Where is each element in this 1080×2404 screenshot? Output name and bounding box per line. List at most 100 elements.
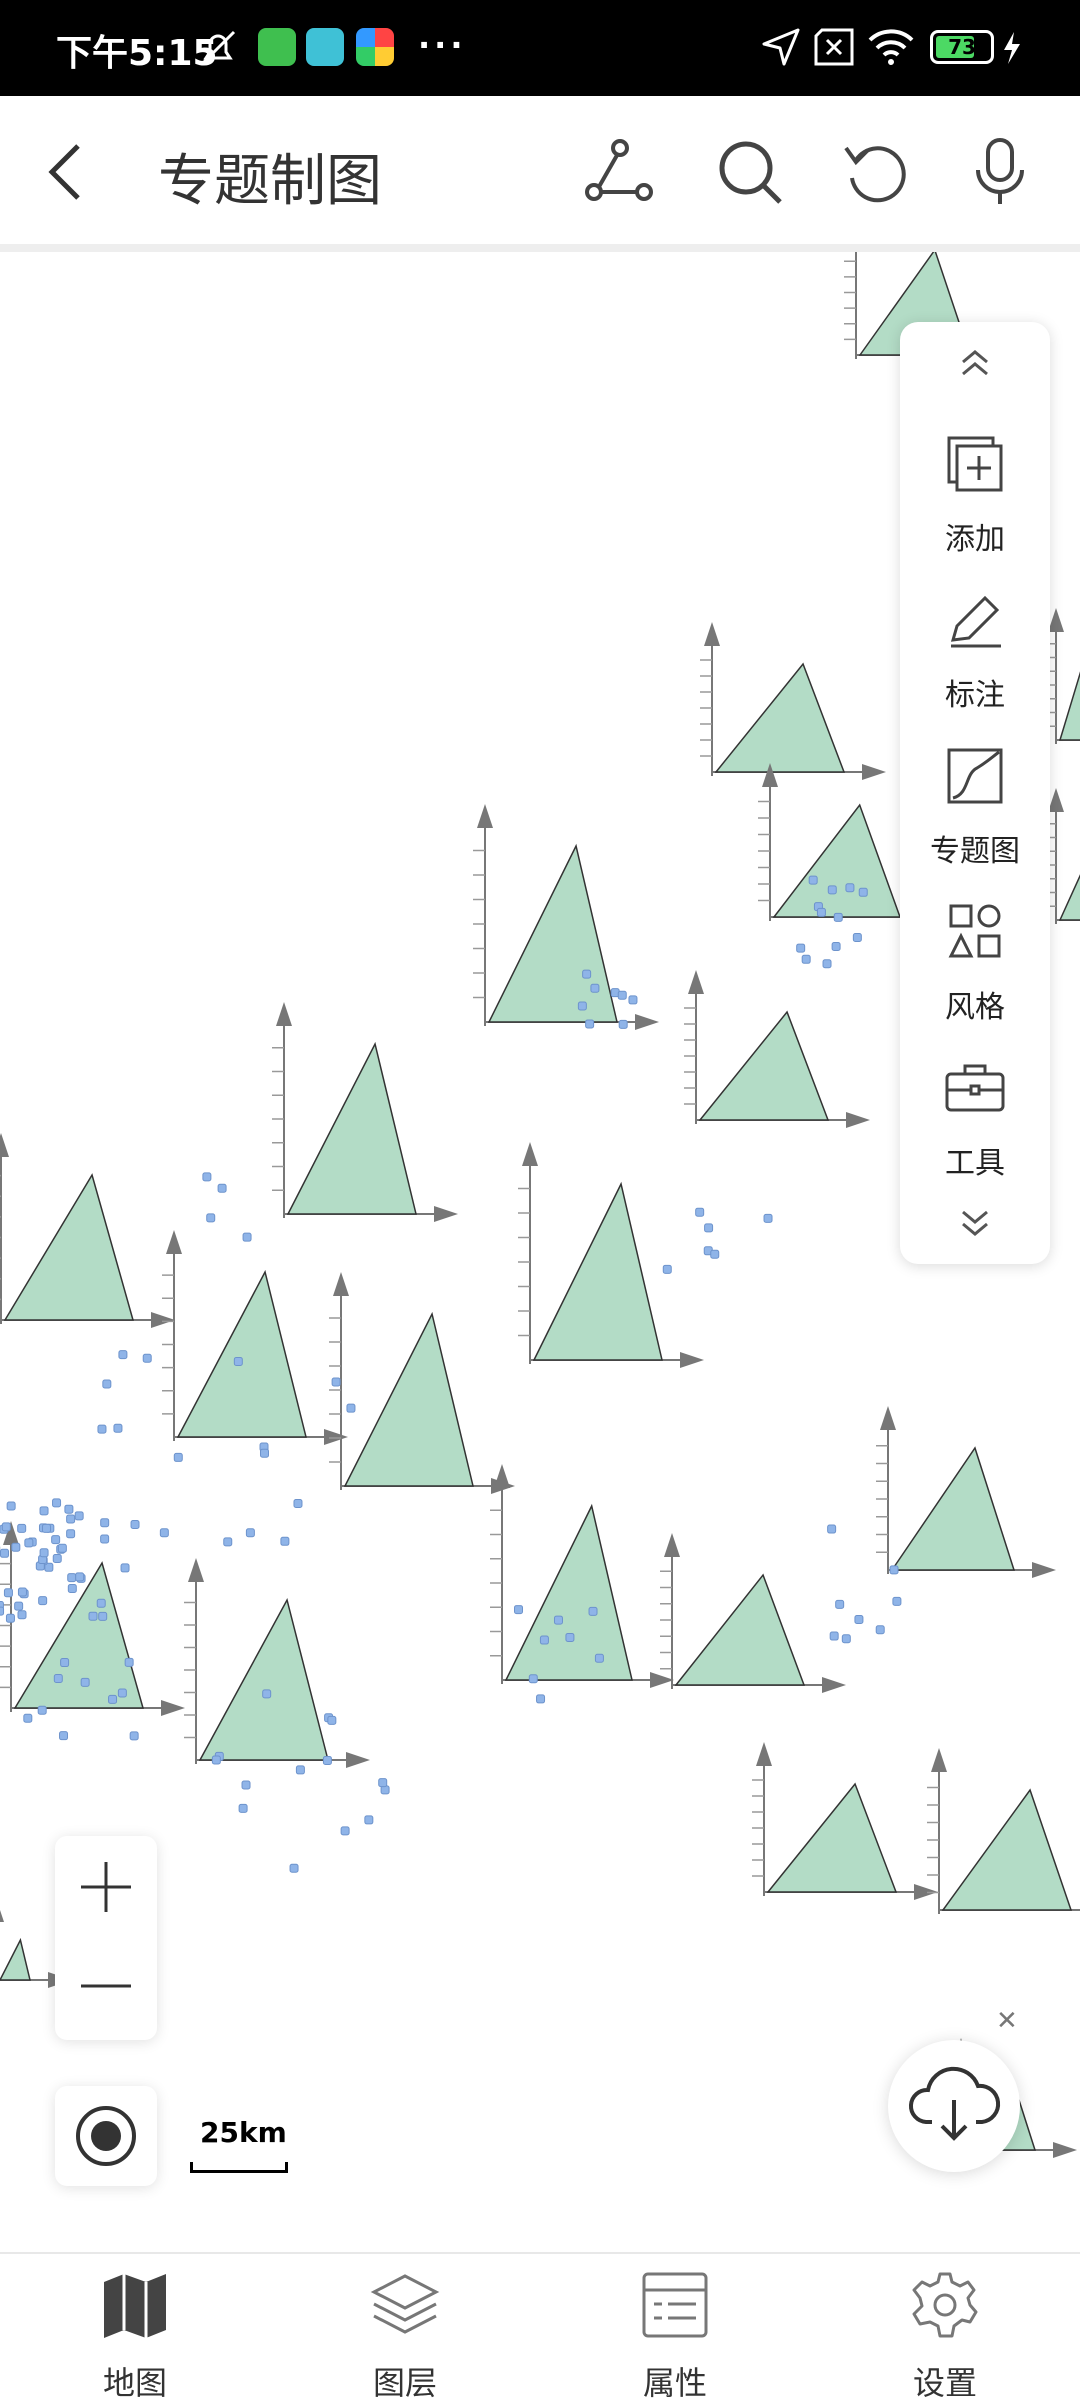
battery-icon: 73 — [930, 30, 994, 64]
nav-layers-label: 图层 — [372, 2364, 437, 2402]
map-point — [118, 1350, 128, 1360]
map-point — [67, 1583, 77, 1593]
map-point — [80, 1677, 90, 1687]
tool-style[interactable]: 风格 — [900, 900, 1050, 1050]
map-point — [829, 1631, 839, 1641]
map-point — [142, 1353, 152, 1363]
map-point — [130, 1520, 140, 1530]
charging-icon — [1000, 30, 1024, 70]
map-point — [1, 1522, 11, 1532]
map-point — [858, 887, 868, 897]
map-point — [67, 1573, 77, 1583]
map-point — [52, 1553, 62, 1563]
microphone-icon[interactable] — [962, 134, 1038, 210]
map-point — [75, 1572, 85, 1582]
map-point — [202, 1172, 212, 1182]
gear-icon — [912, 2272, 978, 2338]
map-point — [113, 1423, 123, 1433]
map-point — [102, 1379, 112, 1389]
shapes-icon — [948, 904, 1001, 958]
map-icon — [104, 2274, 166, 2338]
map-point — [0, 1606, 5, 1616]
tool-tools[interactable]: 工具 — [900, 1056, 1050, 1206]
tool-annotate[interactable]: 标注 — [900, 588, 1050, 738]
map-point — [17, 1610, 27, 1620]
layers-icon — [370, 2274, 440, 2334]
nav-map-label: 地图 — [102, 2364, 167, 2402]
map-point — [816, 907, 826, 917]
cloud-download-icon — [909, 2066, 1001, 2141]
map-point — [223, 1537, 233, 1547]
cloud-download-button[interactable] — [888, 2040, 1020, 2172]
tool-add-label: 添加 — [945, 522, 1005, 557]
map-point — [796, 943, 806, 953]
measure-line-icon[interactable] — [582, 134, 658, 210]
map-point — [594, 1653, 604, 1663]
map-point — [831, 941, 841, 951]
map-point — [808, 875, 818, 885]
map-point — [53, 1674, 63, 1684]
nav-settings[interactable]: 设置 — [810, 2254, 1080, 2402]
map-point — [98, 1611, 108, 1621]
map-point — [763, 1213, 773, 1223]
map-point — [242, 1232, 252, 1242]
map-point — [37, 1705, 47, 1715]
map-point — [378, 1778, 388, 1788]
location-icon — [760, 26, 802, 72]
map-point — [801, 954, 811, 964]
map-point — [514, 1605, 524, 1615]
map-point — [628, 995, 638, 1005]
mute-alarm-icon — [196, 26, 240, 74]
map-point — [0, 1548, 9, 1558]
chevron-up-icon[interactable] — [953, 342, 997, 386]
map-point — [835, 1599, 845, 1609]
locate-button[interactable] — [55, 2086, 157, 2186]
pen-icon — [950, 595, 1001, 648]
map-point — [289, 1863, 299, 1873]
map-point — [822, 959, 832, 969]
map-point — [585, 1019, 595, 1029]
map-point — [582, 969, 592, 979]
map-point — [854, 1615, 864, 1625]
thematic-map-icon — [947, 748, 1003, 804]
chart-symbol — [0, 1521, 185, 1716]
chevron-down-icon[interactable] — [953, 1200, 997, 1244]
map-point — [66, 1529, 76, 1539]
tool-add[interactable]: 添加 — [900, 432, 1050, 582]
chart-symbol — [927, 1748, 1080, 1914]
map-point — [327, 1715, 337, 1725]
zoom-in-button[interactable] — [55, 1836, 157, 1938]
map-point — [57, 1543, 67, 1553]
zoom-out-button[interactable] — [55, 1938, 157, 2040]
close-icon[interactable]: ✕ — [996, 2006, 1018, 2036]
nav-layers[interactable]: 图层 — [270, 2254, 540, 2402]
map-point — [241, 1780, 251, 1790]
undo-icon[interactable] — [838, 134, 914, 210]
map-point — [66, 1514, 76, 1524]
map-point — [553, 1615, 563, 1625]
map-point — [88, 1611, 98, 1621]
nav-map[interactable]: 地图 — [0, 2254, 270, 2402]
nav-attributes[interactable]: 属性 — [540, 2254, 810, 2402]
map-point — [590, 983, 600, 993]
map-point — [39, 1548, 49, 1558]
status-bar: 下午5:15 ··· 73 — [0, 0, 1080, 96]
map-point — [60, 1658, 70, 1668]
bottom-nav: 地图 图层 属性 设置 — [0, 2252, 1080, 2402]
tool-thematic-map[interactable]: 专题图 — [900, 744, 1050, 894]
map-point — [41, 1523, 51, 1533]
map-point — [331, 1377, 341, 1387]
chart-symbol — [660, 1533, 846, 1693]
zoom-controls — [55, 1836, 157, 2040]
map-point — [710, 1249, 720, 1259]
map-point — [217, 1183, 227, 1193]
map-point — [64, 1504, 74, 1514]
wechat-app-icon — [258, 28, 296, 66]
search-icon[interactable] — [712, 134, 788, 210]
back-arrow-icon[interactable] — [30, 134, 106, 210]
map-point — [173, 1452, 183, 1462]
map-point — [3, 1588, 13, 1598]
map-point — [120, 1563, 130, 1573]
map-point — [23, 1713, 33, 1723]
map-point — [892, 1596, 902, 1606]
